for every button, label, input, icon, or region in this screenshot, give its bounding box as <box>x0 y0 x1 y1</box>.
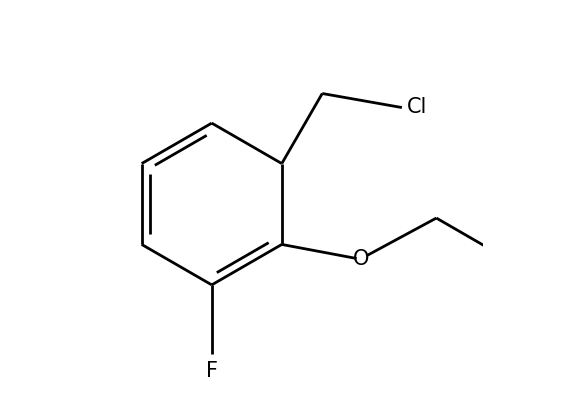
Text: O: O <box>353 249 370 269</box>
Text: F: F <box>206 360 218 380</box>
Text: Cl: Cl <box>407 96 427 116</box>
